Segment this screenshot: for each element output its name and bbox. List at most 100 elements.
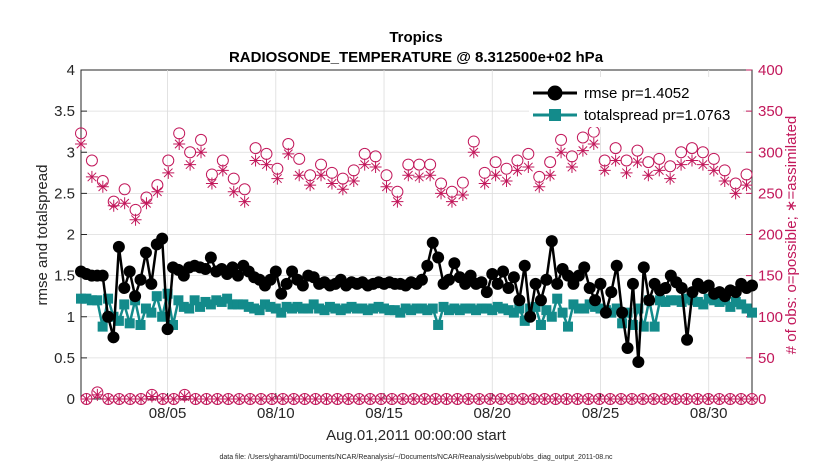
rmse-point: [486, 267, 499, 280]
obs-possible-point: [456, 176, 469, 189]
obs-assimilated-point: [145, 390, 158, 403]
totalspread-point: [557, 307, 568, 318]
obs-assimilated-point: [424, 169, 437, 182]
obs-assimilated-point: [505, 393, 518, 405]
rmse-point: [204, 251, 217, 264]
obs-assimilated-point: [167, 393, 180, 405]
totalspread-point: [633, 303, 644, 314]
obs-assimilated-point: [325, 177, 338, 190]
rmse-point: [497, 265, 510, 278]
totalspread-point: [438, 301, 449, 312]
totalspread-point: [384, 305, 395, 316]
totalspread-point: [433, 319, 444, 330]
y-tick-label: 3.5: [54, 103, 75, 120]
obs-assimilated-point: [445, 195, 458, 208]
obs-assimilated-point: [162, 166, 175, 179]
rmse-point: [583, 281, 596, 294]
obs-assimilated-point: [604, 393, 617, 405]
y-tick-label: 2: [67, 227, 75, 244]
rmse-point: [545, 235, 558, 248]
tick-layer: 08/05 08/10 08/15 08/20 08/25 08/30 0 0.5 1 1.5 2 2…: [54, 62, 783, 422]
totalspread-point: [692, 296, 703, 307]
obs-assimilated-point: [576, 144, 589, 157]
rmse-point: [643, 294, 656, 307]
totalspread-point: [617, 318, 628, 329]
obs-assimilated-point: [249, 154, 262, 167]
rmse-point: [632, 355, 645, 368]
totalspread-point: [492, 301, 503, 312]
rmse-point: [551, 277, 564, 290]
x-tick-label: 08/10: [257, 405, 295, 422]
totalspread-point: [292, 301, 303, 312]
obs-assimilated-point: [151, 185, 164, 198]
obs-assimilated-point: [478, 177, 491, 190]
obs-possible-point: [653, 152, 666, 165]
obs-assimilated-point: [298, 393, 311, 405]
obs-assimilated-point: [375, 393, 388, 405]
chart-subtitle: RADIOSONDE_TEMPERATURE @ 8.312500e+02 hP…: [229, 49, 604, 66]
rmse-point: [594, 277, 607, 290]
obs-assimilated-point: [696, 158, 709, 171]
obs-assimilated-point: [342, 393, 355, 405]
y-right-tick-label: 100: [758, 309, 783, 326]
obs-assimilated-point: [685, 154, 698, 167]
y-axis-label: rmse and totalspread: [34, 165, 51, 306]
rmse-point: [421, 259, 434, 272]
totalspread-point: [487, 305, 498, 316]
obs-assimilated-point: [189, 393, 202, 405]
obs-assimilated-point: [729, 187, 742, 200]
obs-assimilated-point: [140, 197, 153, 210]
rmse-point: [134, 273, 147, 286]
legend-spread-marker: [549, 109, 561, 121]
totalspread-point: [498, 303, 509, 314]
x-tick-label: 08/15: [365, 405, 403, 422]
obs-assimilated-point: [593, 393, 606, 405]
rmse-point: [621, 342, 634, 355]
totalspread-point: [140, 303, 151, 314]
totalspread-point: [189, 295, 200, 306]
totalspread-point: [471, 305, 482, 316]
totalspread-point: [113, 315, 124, 326]
obs-assimilated-point: [680, 393, 693, 405]
totalspread-point: [519, 315, 530, 326]
totalspread-point: [709, 295, 720, 306]
y-tick-label: 2.5: [54, 185, 75, 202]
totalspread-point: [427, 303, 438, 314]
obs-assimilated-point: [347, 175, 360, 188]
obs-assimilated-point: [402, 169, 415, 182]
obs-possible-point: [238, 183, 251, 196]
rmse-point: [626, 277, 639, 290]
legend-box: [529, 77, 743, 127]
totalspread-point: [368, 303, 379, 314]
totalspread-point: [552, 293, 563, 304]
y-axis-right-label: # of obs: o=possible; ∗=assimilated: [783, 116, 800, 355]
obs-assimilated-point: [358, 158, 371, 171]
obs-possible-point: [522, 147, 535, 160]
obs-assimilated-point: [385, 393, 398, 405]
rmse-point: [507, 271, 520, 284]
totalspread-point: [655, 295, 666, 306]
rmse-point: [275, 287, 288, 300]
totalspread-point: [254, 305, 265, 316]
obs-assimilated-point: [587, 138, 600, 151]
totalspread-point: [211, 295, 222, 306]
totalspread-point: [389, 305, 400, 316]
totalspread-point: [319, 305, 330, 316]
totalspread-point: [546, 311, 557, 322]
totalspread-point: [341, 303, 352, 314]
obs-assimilated-point: [740, 179, 753, 192]
obs-assimilated-point: [396, 393, 409, 405]
totalspread-point: [530, 301, 541, 312]
obs-assimilated-point: [598, 164, 611, 177]
totalspread-point: [379, 303, 390, 314]
totalspread-point: [195, 301, 206, 312]
totalspread-point: [357, 303, 368, 314]
totalspread-point: [81, 293, 92, 304]
obs-possible-point: [664, 160, 677, 173]
x-tick-label: 08/25: [582, 405, 620, 422]
rmse-point: [599, 306, 612, 319]
obs-assimilated-point: [658, 393, 671, 405]
y-tick-label: 4: [67, 62, 75, 79]
obs-assimilated-point: [631, 156, 644, 169]
obs-assimilated-point: [178, 390, 191, 403]
